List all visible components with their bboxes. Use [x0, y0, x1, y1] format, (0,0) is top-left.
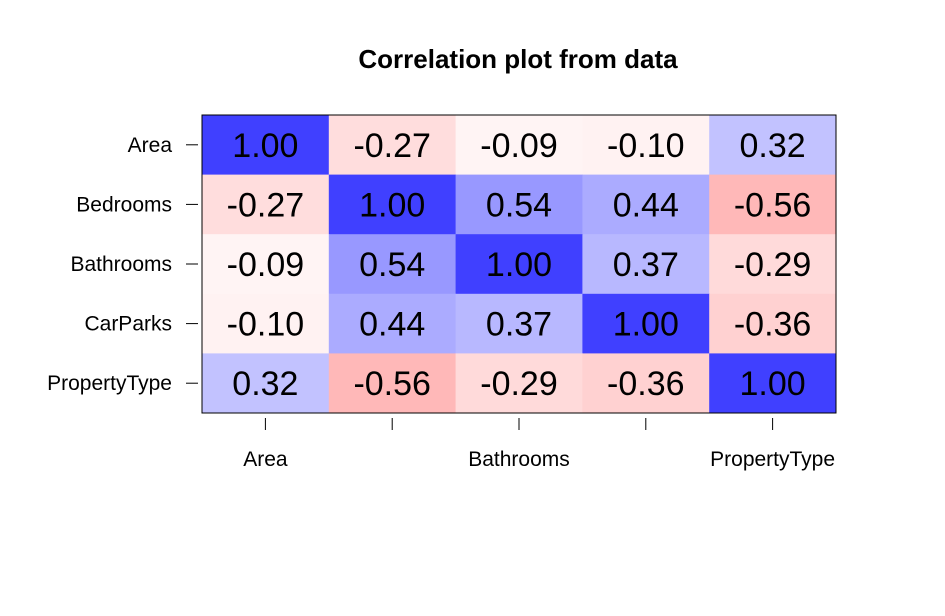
y-tick-label: CarParks: [84, 313, 172, 336]
heatmap-cell-3-3: [582, 293, 710, 354]
heatmap-cell-2-4: [709, 234, 837, 295]
x-tick-label: PropertyType: [710, 448, 835, 471]
y-tick-label: PropertyType: [47, 372, 172, 395]
heatmap-cell-4-1: [328, 353, 457, 414]
cell-value-label: 1.00: [613, 306, 679, 344]
cell-value-label: 1.00: [486, 246, 552, 284]
cell-value-label: 1.00: [740, 365, 806, 403]
heatmap-cell-4-0: [202, 353, 330, 414]
heatmap-cell-3-4: [709, 293, 837, 354]
cell-value-label: 0.54: [486, 186, 552, 224]
heatmap-cell-1-4: [709, 174, 837, 235]
cell-value-label: 0.32: [740, 127, 806, 165]
heatmap-cell-3-2: [455, 293, 583, 354]
plot-frame: [201, 114, 837, 414]
heatmap-cell-1-3: [582, 174, 710, 235]
cell-value-label: 0.32: [232, 365, 298, 403]
heatmap-cell-0-0: [202, 115, 330, 176]
heatmap-cell-4-2: [455, 353, 583, 414]
y-tick-label: Area: [128, 134, 173, 157]
x-tick-label: Bathrooms: [468, 448, 570, 471]
y-axis: Area Bedrooms Bathrooms CarParks PropertyTyp…: [47, 134, 198, 395]
heatmap-cell-2-1: [328, 234, 457, 295]
cell-value-label: 0.37: [613, 246, 679, 284]
heatmap-cell-2-2: [455, 234, 583, 295]
heatmap-cell-1-0: [202, 174, 330, 235]
cell-value-label: -0.36: [607, 365, 685, 403]
heatmap-cell-0-2: [455, 115, 583, 176]
heatmap-cell-2-0: [202, 234, 330, 295]
cell-value-label: 0.37: [486, 306, 552, 344]
heatmap-cell-2-3: [582, 234, 710, 295]
y-tick-label: Bedrooms: [76, 193, 172, 216]
heatmap-cells: [202, 115, 837, 414]
heatmap-cell-labels: 1.00 -0.27 -0.09 -0.10 0.32 -0.27 1.00 0.54 0.44…: [227, 127, 812, 403]
cell-value-label: -0.09: [480, 127, 558, 165]
chart-title: Correlation plot from data: [358, 44, 678, 74]
heatmap-cell-0-4: [709, 115, 837, 176]
heatmap-cell-0-1: [328, 115, 457, 176]
cell-value-label: 0.54: [359, 246, 425, 284]
heatmap-cell-3-1: [328, 293, 457, 354]
cell-value-label: -0.36: [734, 306, 812, 344]
cell-value-label: -0.56: [353, 365, 431, 403]
y-tick-label: Bathrooms: [70, 253, 172, 276]
cell-value-label: -0.10: [607, 127, 685, 165]
cell-value-label: 0.44: [613, 186, 679, 224]
cell-value-label: 0.44: [359, 306, 425, 344]
heatmap-cell-1-1: [328, 174, 457, 235]
cell-value-label: -0.29: [734, 246, 812, 284]
cell-value-label: -0.27: [353, 127, 431, 165]
cell-value-label: -0.10: [227, 306, 305, 344]
heatmap-cell-4-3: [582, 353, 710, 414]
heatmap-cell-3-0: [202, 293, 330, 354]
cell-value-label: -0.29: [480, 365, 558, 403]
cell-value-label: -0.09: [227, 246, 305, 284]
x-axis: Area Bathrooms PropertyType: [243, 418, 835, 471]
x-tick-label: Area: [243, 448, 288, 471]
heatmap-cell-4-4: [709, 353, 837, 414]
cell-value-label: -0.27: [227, 186, 305, 224]
heatmap-cell-1-2: [455, 174, 583, 235]
cell-value-label: 1.00: [359, 186, 425, 224]
cell-value-label: 1.00: [232, 127, 298, 165]
heatmap-cell-0-3: [582, 115, 710, 176]
cell-value-label: -0.56: [734, 186, 812, 224]
